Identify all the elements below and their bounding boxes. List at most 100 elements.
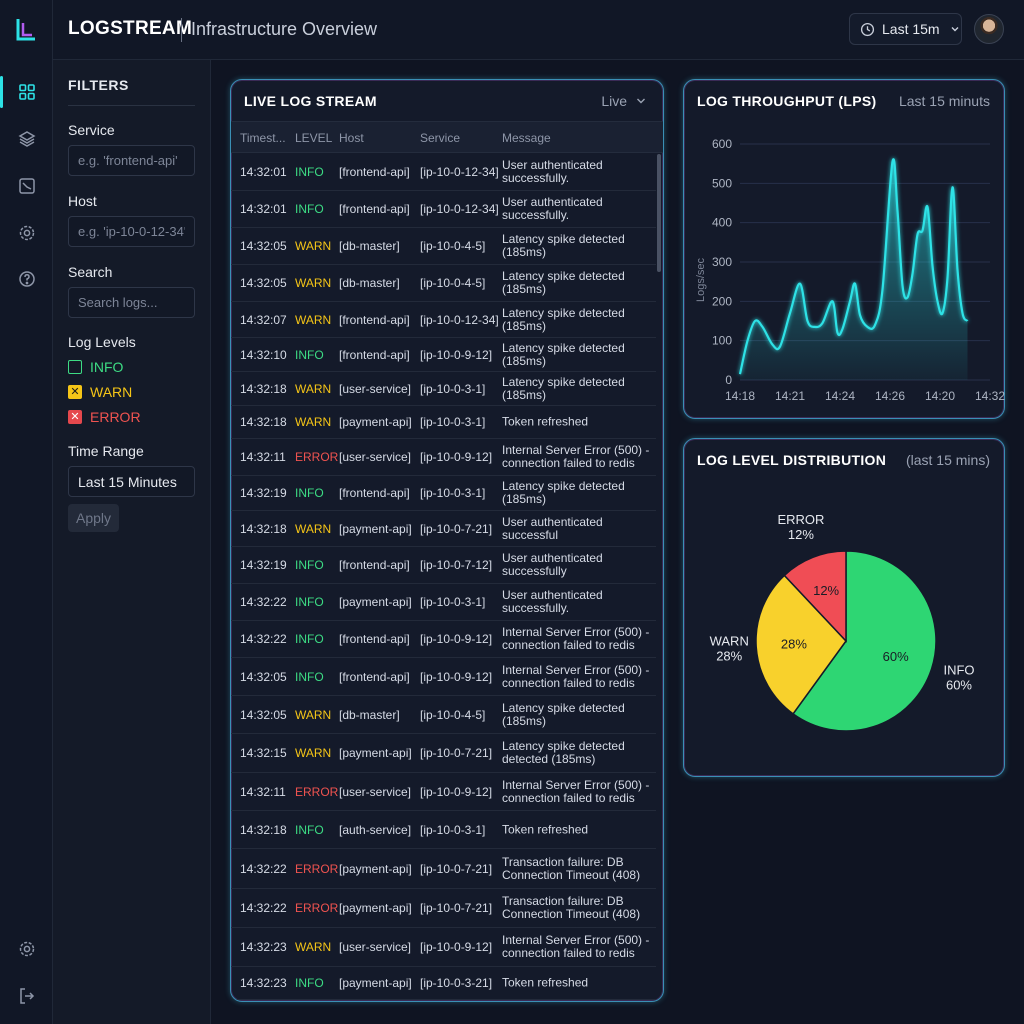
log-host: [user-service] [339, 940, 412, 954]
log-message: Latency spike detected (185ms) [502, 269, 625, 296]
nav-settings[interactable] [0, 213, 53, 253]
nav-charts[interactable] [0, 166, 53, 206]
column-header-timestamp[interactable]: Timest... [240, 131, 286, 145]
log-row[interactable]: 14:32:19 INFO [frontend-api] [ip-10-0-7-12]… [231, 547, 656, 584]
log-time: 14:32:11 [240, 450, 286, 464]
log-time: 14:32:05 [240, 276, 287, 290]
log-message: User authenticated successfully. [502, 588, 603, 615]
log-service: [ip-10-0-3-21] [420, 976, 493, 990]
log-time: 14:32:05 [240, 669, 287, 684]
level-label-error: ERROR [90, 409, 141, 425]
level-checkbox-error[interactable]: ✕ ERROR [68, 409, 141, 425]
log-level: WARN [295, 521, 332, 536]
log-time: 14:32:18 [240, 521, 287, 536]
column-header-host[interactable]: Host [339, 131, 364, 145]
column-header-level[interactable]: LEVEL [295, 131, 333, 145]
log-service: [ip-10-0-4-5] [420, 276, 486, 290]
log-time: 14:32:11 [240, 784, 286, 799]
log-service: [ip-10-0-9-12] [420, 784, 493, 799]
live-mode-dropdown[interactable]: Live [601, 93, 647, 109]
log-message: User authenticated successfully. [502, 195, 603, 222]
log-row[interactable]: 14:32:23 WARN [user-service] [ip-10-0-9-12]… [231, 928, 656, 967]
log-row[interactable]: 14:32:22 ERROR [payment-api] [ip-10-0-7-21]… [231, 889, 656, 928]
throughput-line [738, 158, 969, 375]
log-service: [ip-10-0-12-34] [420, 202, 499, 216]
log-time: 14:32:19 [240, 558, 287, 572]
level-checkbox-info[interactable]: INFO [68, 359, 123, 375]
log-row[interactable]: 14:32:05 WARN [db-master] [ip-10-0-4-5] Late… [231, 696, 656, 734]
filters-title: FILTERS [68, 77, 129, 93]
layers-icon [17, 131, 36, 147]
log-row[interactable]: 14:32:01 INFO [frontend-api] [ip-10-0-12-34… [231, 154, 656, 191]
log-levels-label: Log Levels [68, 334, 136, 350]
log-message: User authenticated successfully [502, 551, 603, 578]
log-row[interactable]: 14:32:22 ERROR [payment-api] [ip-10-0-7-21]… [231, 849, 656, 889]
nav-help[interactable] [0, 259, 53, 299]
log-row[interactable]: 14:32:18 WARN [user-service] [ip-10-0-3-1] L… [231, 372, 656, 406]
nav-layers[interactable] [0, 119, 53, 159]
time-range-select[interactable]: Last 15m [849, 13, 962, 45]
settings-icon [19, 225, 34, 241]
log-service: [ip-10-0-3-1] [420, 381, 486, 396]
log-time: 14:32:18 [240, 822, 287, 837]
log-message: Internal Server Error (500) - connection… [502, 662, 650, 690]
log-service: [ip-10-0-9-12] [420, 669, 493, 684]
log-time: 14:32:10 [240, 347, 287, 362]
nav-logout[interactable] [0, 976, 53, 1016]
log-host: [db-master] [339, 707, 400, 722]
log-row[interactable]: 14:32:18 WARN [payment-api] [ip-10-0-3-1] To… [231, 406, 656, 439]
apply-button[interactable]: Apply [68, 504, 119, 532]
filters-divider [68, 105, 195, 106]
log-host: [payment-api] [339, 976, 412, 990]
log-host: [payment-api] [339, 521, 412, 536]
log-message: Latency spike detected (185ms) [502, 340, 625, 368]
log-level: WARN [295, 746, 332, 760]
log-row[interactable]: 14:32:01 INFO [frontend-api] [ip-10-0-12-34… [231, 191, 656, 228]
time-range-dropdown[interactable]: Last 15 Minutes [68, 466, 195, 497]
log-host: [payment-api] [339, 595, 412, 609]
log-row[interactable]: 14:32:23 INFO [payment-api] [ip-10-0-3-21] T… [231, 967, 656, 1000]
pie-slice-info [792, 550, 937, 732]
y-tick-label: 500 [712, 176, 732, 190]
column-header-message[interactable]: Message [502, 131, 551, 145]
log-row[interactable]: 14:32:19 INFO [frontend-api] [ip-10-0-3-1] L… [231, 476, 656, 511]
log-level: WARN [295, 707, 332, 722]
column-header-service[interactable]: Service [420, 131, 461, 145]
log-row[interactable]: 14:32:05 WARN [db-master] [ip-10-0-4-5] Late… [231, 265, 656, 302]
user-avatar[interactable] [974, 14, 1004, 44]
log-table-body: 14:32:01 INFO [frontend-api] [ip-10-0-12-34… [231, 154, 656, 1000]
log-row[interactable]: 14:32:11 ERROR [user-service] [ip-10-0-9-12… [231, 773, 656, 811]
log-row[interactable]: 14:32:10 INFO [frontend-api] [ip-10-0-9-12]… [231, 338, 656, 372]
log-scrollbar-thumb[interactable] [657, 154, 661, 272]
log-row[interactable]: 14:32:18 WARN [payment-api] [ip-10-0-7-21] U… [231, 511, 656, 547]
pie-legend-value: 12% [788, 527, 814, 542]
log-row[interactable]: 14:32:15 WARN [payment-api] [ip-10-0-7-21] L… [231, 734, 656, 773]
log-time: 14:32:01 [240, 202, 287, 216]
throughput-panel: 0 100 200 300 400 500 600 14:18 14:21 14:24 14:26 1… [683, 79, 1005, 419]
log-row[interactable]: 14:32:05 INFO [frontend-api] [ip-10-0-9-12]… [231, 658, 656, 696]
log-message: User authenticated successfully. [502, 158, 603, 185]
level-checkbox-warn[interactable]: ✕ WARN [68, 384, 132, 400]
host-input[interactable] [68, 216, 195, 247]
log-message: Transaction failure: DB Connection Timeo… [502, 854, 641, 882]
log-service: [ip-10-0-3-1] [420, 822, 486, 837]
log-message: Token refreshed [502, 822, 589, 836]
log-service: [ip-10-0-7-21] [420, 521, 493, 536]
log-row[interactable]: 14:32:05 WARN [db-master] [ip-10-0-4-5] Late… [231, 228, 656, 265]
log-row[interactable]: 14:32:11 ERROR [user-service] [ip-10-0-9-12… [231, 439, 656, 476]
log-scrollbar[interactable] [657, 154, 661, 994]
log-row[interactable]: 14:32:22 INFO [frontend-api] [ip-10-0-9-12]… [231, 621, 656, 658]
throughput-title: LOG THROUGHPUT (LPS) [697, 93, 877, 109]
log-row[interactable]: 14:32:07 WARN [frontend-api] [ip-10-0-12-34… [231, 302, 656, 338]
nav-preferences[interactable] [0, 929, 53, 969]
log-row[interactable]: 14:32:18 INFO [auth-service] [ip-10-0-3-1] T… [231, 811, 656, 849]
log-level: WARN [295, 239, 332, 253]
top-bar: LOGSTREAM Infrastructure Overview Last 1… [53, 0, 1024, 60]
log-row[interactable]: 14:32:22 INFO [payment-api] [ip-10-0-3-1] Us… [231, 584, 656, 621]
throughput-subtitle: Last 15 minuts [898, 93, 990, 109]
search-input[interactable] [68, 287, 195, 318]
log-level: ERROR [295, 861, 339, 876]
nav-dashboard[interactable] [0, 72, 53, 112]
log-host: [frontend-api] [339, 486, 410, 500]
service-input[interactable] [68, 145, 195, 176]
